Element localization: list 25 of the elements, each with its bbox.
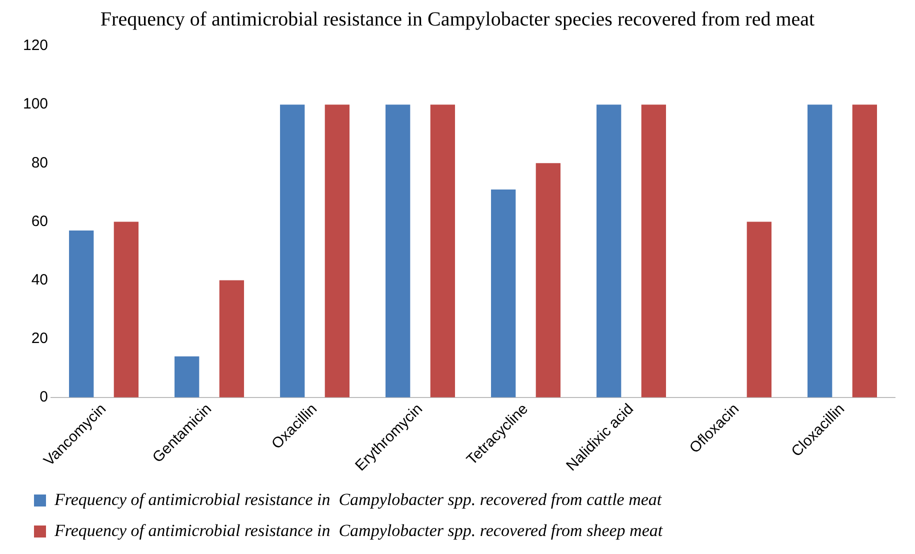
bar [641, 104, 666, 398]
y-tick-label: 0 [40, 388, 48, 406]
y-tick-label: 80 [31, 154, 48, 172]
bar [491, 189, 516, 398]
bar [114, 222, 139, 398]
y-tick-label: 40 [31, 271, 48, 288]
bar [430, 104, 456, 398]
y-tick-label: 120 [22, 37, 48, 54]
y-tick-label: 60 [31, 212, 48, 230]
bar [746, 222, 772, 398]
y-tick-label: 20 [31, 330, 48, 347]
bar [69, 230, 94, 398]
bar [536, 163, 561, 398]
bar [808, 104, 832, 398]
bar [174, 356, 200, 398]
y-tick-label: 100 [22, 96, 48, 113]
chart-title: Frequency of antimicrobial resistance in Campylobacter species recovered from red meat [100, 8, 816, 30]
bar [386, 104, 410, 398]
legend-label: Frequency of antimicrobial resistance in Campylobacter spp. recovered from cattle meat [54, 490, 663, 509]
legend-label: Frequency of antimicrobial resistance in Campylobacter spp. recovered from sheep meat [54, 520, 664, 540]
bar [219, 280, 244, 398]
bar [596, 104, 622, 398]
bar [324, 104, 350, 398]
bar [852, 104, 877, 398]
bar [280, 104, 305, 398]
